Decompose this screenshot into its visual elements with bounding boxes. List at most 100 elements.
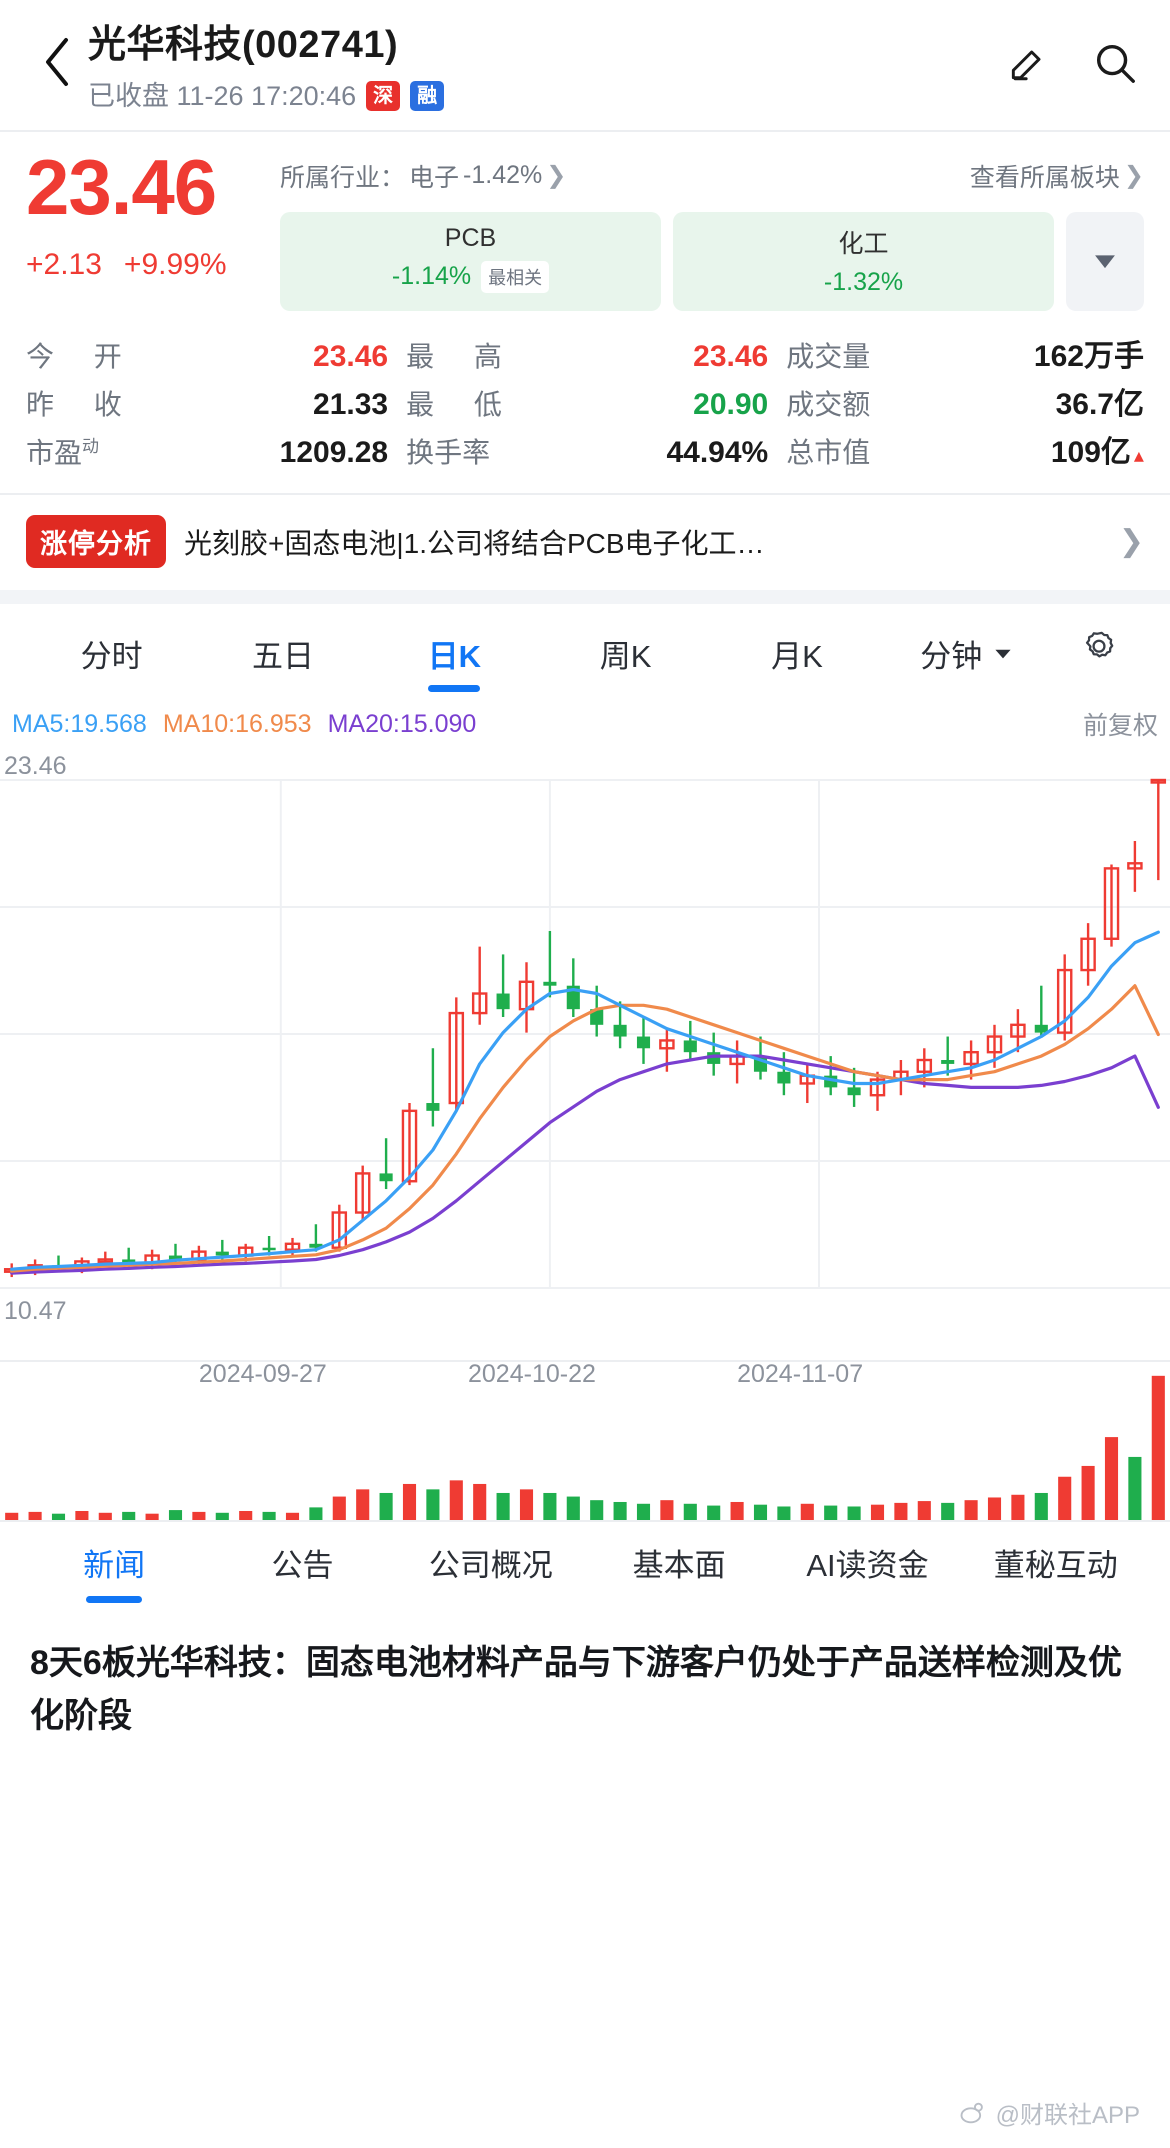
stat-label: 最 高 bbox=[406, 340, 518, 372]
up-triangle-icon: ▴ bbox=[1133, 445, 1144, 468]
adjust-mode-label: 前复权 bbox=[1082, 712, 1158, 741]
quote-block: 23.46 +2.13 +9.99% 所属行业： 电子 -1.42% ❯ 查看所… bbox=[0, 132, 1170, 319]
volume-plot bbox=[5, 1376, 1165, 1521]
section-divider bbox=[0, 590, 1170, 605]
status-badge: 涨停分析 bbox=[26, 515, 166, 569]
tab-minute-line[interactable]: 分时 bbox=[80, 638, 143, 674]
y-axis-max-label: 23.46 bbox=[4, 752, 67, 781]
search-icon[interactable] bbox=[1092, 40, 1138, 86]
watermark: @财联社APP bbox=[958, 2095, 1140, 2130]
back-button[interactable] bbox=[26, 22, 88, 88]
sector-tag-pcb[interactable]: PCB -1.14% 最相关 bbox=[280, 211, 661, 311]
stat-label: 成交额 bbox=[786, 388, 871, 420]
stat-open: 今 开 23.46 bbox=[26, 340, 406, 372]
tab-news[interactable]: 新闻 bbox=[20, 1540, 208, 1603]
market-status-text: 已收盘 11-26 17:20:46 bbox=[88, 80, 357, 111]
tab-daily-k[interactable]: 日K bbox=[369, 631, 540, 692]
tab-minutes-dropdown[interactable]: 分钟 bbox=[883, 631, 1054, 692]
sector-tag-flag: 最相关 bbox=[481, 260, 550, 293]
stat-volume: 成交量 162万手 bbox=[786, 340, 1144, 372]
table-row: 昨 收 21.33 最 低 20.90 成交额 36.7亿 bbox=[26, 381, 1144, 429]
stat-label: 市盈动 bbox=[26, 436, 100, 469]
ma10-legend: MA10:16.953 bbox=[162, 709, 312, 738]
tab-announcements[interactable]: 公告 bbox=[271, 1548, 334, 1584]
quote-stats-table: 今 开 23.46 最 高 23.46 成交量 162万手 昨 收 21.33 … bbox=[0, 319, 1170, 493]
tab-weekly-k[interactable]: 周K bbox=[599, 638, 652, 674]
candlestick-chart[interactable]: 23.46 10.47 2024-09-27 2024-10-22 2024-11-… bbox=[0, 750, 1170, 1388]
ma20-legend: MA20:15.090 bbox=[327, 709, 477, 738]
stat-label: 总市值 bbox=[786, 437, 871, 469]
pencil-icon[interactable] bbox=[1006, 41, 1050, 85]
header-text-block: 光华科技(002741) 已收盘 11-26 17:20:46 深 融 bbox=[88, 22, 1006, 112]
sector-tag-list: PCB -1.14% 最相关 化工 -1.32% bbox=[280, 211, 1144, 311]
chevron-right-icon: ❯ bbox=[546, 162, 567, 190]
table-row: 市盈动 1209.28 换手率 44.94% 总市值 109亿 ▴ bbox=[26, 429, 1144, 477]
tab-fundamentals[interactable]: 基本面 bbox=[632, 1548, 726, 1584]
price-change: +2.13 bbox=[26, 247, 102, 281]
tab-five-day[interactable]: 五日 bbox=[251, 638, 314, 674]
stat-turnover-rate: 换手率 44.94% bbox=[406, 438, 786, 468]
weibo-icon bbox=[960, 2102, 983, 2123]
industry-link[interactable]: 所属行业： 电子 -1.42% ❯ bbox=[280, 158, 566, 194]
stat-label: 换手率 bbox=[406, 437, 491, 469]
stat-low: 最 低 20.90 bbox=[406, 387, 786, 421]
stat-value: 36.7亿 bbox=[1055, 387, 1144, 421]
chevron-right-icon: ❯ bbox=[1123, 162, 1144, 190]
tab-ir-interaction[interactable]: 董秘互动 bbox=[993, 1548, 1118, 1584]
view-sectors-label: 查看所属板块 bbox=[969, 163, 1120, 192]
stat-label-sup: 动 bbox=[82, 436, 100, 456]
tab-monthly-k[interactable]: 月K bbox=[771, 638, 823, 674]
expand-sectors-button[interactable] bbox=[1066, 211, 1144, 311]
sector-tag-meta: -1.14% 最相关 bbox=[288, 260, 653, 293]
chart-settings-button[interactable] bbox=[1054, 628, 1144, 694]
divider bbox=[0, 493, 1170, 496]
settings-gear-icon bbox=[1085, 631, 1114, 658]
badge-margin: 融 bbox=[410, 80, 445, 111]
current-price: 23.46 bbox=[26, 142, 217, 231]
content-tabs: 新闻 公告 公司概况 基本面 AI读资金 董秘互动 bbox=[0, 1520, 1170, 1603]
stat-value: 44.94% bbox=[666, 436, 769, 470]
chevron-down-icon bbox=[1095, 255, 1115, 269]
chevron-right-icon: ❯ bbox=[1118, 525, 1144, 559]
industry-row: 所属行业： 电子 -1.42% ❯ 查看所属板块 ❯ bbox=[280, 148, 1144, 194]
price-change-row: +2.13 +9.99% bbox=[26, 248, 266, 282]
price-change-pct: +9.99% bbox=[123, 247, 227, 281]
watermark-text: @财联社APP bbox=[995, 2102, 1140, 2129]
stat-label: 成交量 bbox=[786, 340, 871, 372]
volume-chart[interactable] bbox=[0, 1360, 1170, 1521]
industry-pct: -1.42% bbox=[463, 161, 543, 190]
stat-label: 今 开 bbox=[26, 340, 138, 372]
news-list: 8天6板光华科技：固态电池材料产品与下游客户仍处于产品送样检测及优化阶段 bbox=[0, 1603, 1170, 1742]
chevron-left-icon bbox=[46, 38, 68, 86]
app-header: 光华科技(002741) 已收盘 11-26 17:20:46 深 融 bbox=[0, 0, 1170, 130]
stat-value: 1209.28 bbox=[279, 436, 389, 470]
header-actions bbox=[1006, 22, 1144, 86]
sector-tag-name: 化工 bbox=[838, 229, 889, 258]
stat-prev-close: 昨 收 21.33 bbox=[26, 387, 406, 421]
chart-legend-row: MA5:19.568 MA10:16.953 MA20:15.090 前复权 bbox=[0, 698, 1170, 746]
sector-tag-pct: -1.32% bbox=[823, 267, 904, 296]
stat-turnover-amount: 成交额 36.7亿 bbox=[786, 387, 1144, 421]
news-headline[interactable]: 8天6板光华科技：固态电池材料产品与下游客户仍处于产品送样检测及优化阶段 bbox=[30, 1644, 1122, 1735]
sector-tag-meta: -1.32% bbox=[681, 268, 1046, 297]
stat-value: 20.90 bbox=[693, 387, 769, 421]
industry-name: 电子 bbox=[409, 163, 460, 192]
x-axis-tick: 2024-10-22 bbox=[468, 1360, 596, 1389]
stat-label: 昨 收 bbox=[26, 388, 138, 420]
tab-company-profile[interactable]: 公司概况 bbox=[428, 1548, 553, 1584]
y-axis-min-label: 10.47 bbox=[4, 1297, 67, 1326]
analysis-text: 光刻胶+固态电池|1.公司将结合PCB电子化工… bbox=[184, 527, 765, 559]
market-status-row: 已收盘 11-26 17:20:46 深 融 bbox=[88, 80, 1006, 112]
sector-tag-chemical[interactable]: 化工 -1.32% bbox=[673, 211, 1054, 311]
limit-up-analysis-banner[interactable]: 涨停分析 光刻胶+固态电池|1.公司将结合PCB电子化工… ❯ bbox=[0, 495, 1170, 590]
x-axis-tick: 2024-09-27 bbox=[198, 1360, 327, 1389]
view-sectors-link[interactable]: 查看所属板块 ❯ bbox=[970, 158, 1144, 194]
stat-value: 23.46 bbox=[693, 339, 769, 373]
x-axis-tick: 2024-11-07 bbox=[737, 1360, 864, 1389]
tab-ai-fund-flow[interactable]: AI读资金 bbox=[806, 1548, 929, 1584]
stat-value: 109亿 ▴ bbox=[1050, 436, 1144, 470]
stat-pe: 市盈动 1209.28 bbox=[26, 438, 406, 468]
sector-tag-name: PCB bbox=[444, 223, 497, 252]
stat-value: 21.33 bbox=[313, 387, 389, 421]
stat-high: 最 高 23.46 bbox=[406, 339, 786, 373]
